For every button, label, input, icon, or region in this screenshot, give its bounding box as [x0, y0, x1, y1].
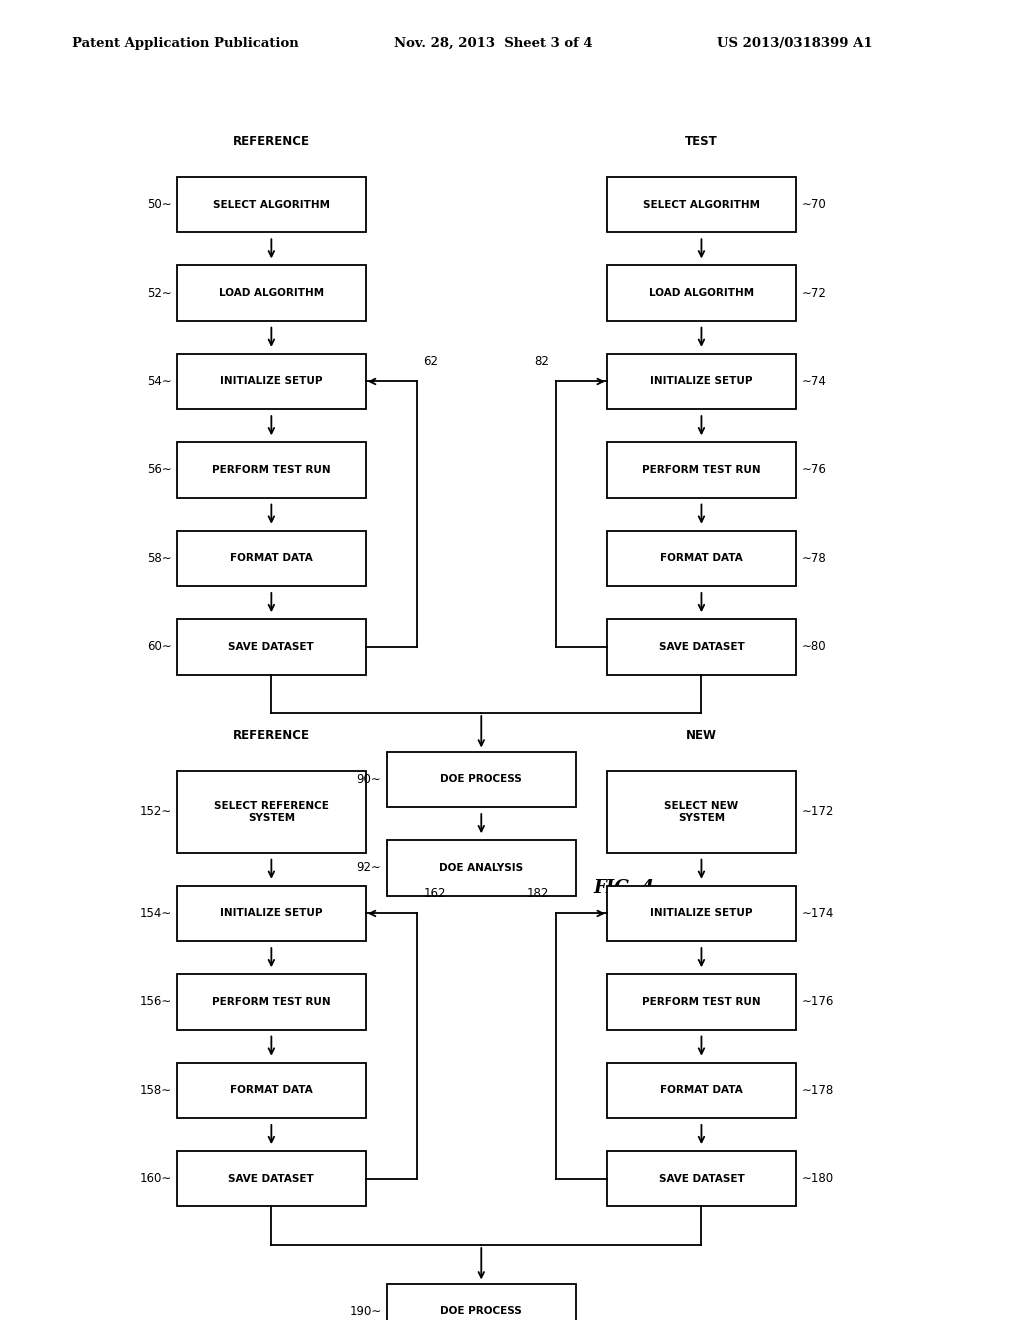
Text: 152∼: 152∼ [139, 805, 172, 818]
Text: PERFORM TEST RUN: PERFORM TEST RUN [642, 997, 761, 1007]
Bar [606, 619, 797, 675]
Text: NEW: NEW [686, 729, 717, 742]
Text: 90∼: 90∼ [356, 774, 381, 785]
Text: FORMAT DATA: FORMAT DATA [660, 1085, 742, 1096]
Bar [386, 841, 575, 896]
Text: 160∼: 160∼ [139, 1172, 172, 1185]
Text: ∼172: ∼172 [802, 805, 834, 818]
Text: ∼174: ∼174 [802, 907, 834, 920]
Text: SELECT NEW
SYSTEM: SELECT NEW SYSTEM [665, 801, 738, 822]
Bar [606, 442, 797, 498]
Text: 52∼: 52∼ [146, 286, 172, 300]
Text: DOE PROCESS: DOE PROCESS [440, 775, 522, 784]
Text: SAVE DATASET: SAVE DATASET [228, 1173, 314, 1184]
Text: ∼78: ∼78 [802, 552, 826, 565]
Text: ∼80: ∼80 [802, 640, 826, 653]
Text: 182: 182 [527, 887, 549, 900]
Bar [177, 619, 367, 675]
Bar [386, 752, 575, 808]
Text: SAVE DATASET: SAVE DATASET [658, 642, 744, 652]
Text: DOE PROCESS: DOE PROCESS [440, 1307, 522, 1316]
Bar [606, 177, 797, 232]
Text: SELECT ALGORITHM: SELECT ALGORITHM [643, 199, 760, 210]
Text: INITIALIZE SETUP: INITIALIZE SETUP [220, 376, 323, 387]
Text: REFERENCE: REFERENCE [232, 729, 310, 742]
Text: 58∼: 58∼ [146, 552, 172, 565]
Text: PERFORM TEST RUN: PERFORM TEST RUN [642, 465, 761, 475]
Bar [177, 442, 367, 498]
Text: 56∼: 56∼ [146, 463, 172, 477]
Bar [606, 531, 797, 586]
Text: FIG. 4: FIG. 4 [594, 879, 654, 896]
Text: 60∼: 60∼ [146, 640, 172, 653]
Bar [606, 886, 797, 941]
Bar [606, 1151, 797, 1206]
Bar [177, 265, 367, 321]
Bar [177, 886, 367, 941]
Text: FORMAT DATA: FORMAT DATA [230, 553, 312, 564]
Text: 92∼: 92∼ [356, 862, 381, 874]
Text: Nov. 28, 2013  Sheet 3 of 4: Nov. 28, 2013 Sheet 3 of 4 [394, 37, 593, 50]
Text: FORMAT DATA: FORMAT DATA [660, 553, 742, 564]
Text: LOAD ALGORITHM: LOAD ALGORITHM [219, 288, 324, 298]
Bar [177, 1063, 367, 1118]
Text: 82: 82 [535, 355, 549, 368]
Bar [606, 771, 797, 853]
Text: FORMAT DATA: FORMAT DATA [230, 1085, 312, 1096]
Bar [177, 974, 367, 1030]
Text: 154∼: 154∼ [139, 907, 172, 920]
Text: SELECT ALGORITHM: SELECT ALGORITHM [213, 199, 330, 210]
Text: PERFORM TEST RUN: PERFORM TEST RUN [212, 465, 331, 475]
Bar [606, 265, 797, 321]
Bar [177, 1151, 367, 1206]
Text: 156∼: 156∼ [139, 995, 172, 1008]
Text: ∼72: ∼72 [802, 286, 826, 300]
Text: ∼176: ∼176 [802, 995, 834, 1008]
Text: DOE ANALYSIS: DOE ANALYSIS [439, 863, 523, 873]
Text: INITIALIZE SETUP: INITIALIZE SETUP [650, 376, 753, 387]
Bar [606, 974, 797, 1030]
Text: SAVE DATASET: SAVE DATASET [228, 642, 314, 652]
Text: INITIALIZE SETUP: INITIALIZE SETUP [650, 908, 753, 919]
Text: SAVE DATASET: SAVE DATASET [658, 1173, 744, 1184]
Text: SELECT REFERENCE
SYSTEM: SELECT REFERENCE SYSTEM [214, 801, 329, 822]
Bar [177, 177, 367, 232]
Text: ∼70: ∼70 [802, 198, 826, 211]
Text: LOAD ALGORITHM: LOAD ALGORITHM [649, 288, 754, 298]
Bar [606, 354, 797, 409]
Bar [606, 1063, 797, 1118]
Text: 158∼: 158∼ [139, 1084, 172, 1097]
Text: PERFORM TEST RUN: PERFORM TEST RUN [212, 997, 331, 1007]
Text: 54∼: 54∼ [146, 375, 172, 388]
Text: 62: 62 [424, 355, 438, 368]
Text: 162: 162 [424, 887, 445, 900]
Bar [177, 531, 367, 586]
Text: ∼180: ∼180 [802, 1172, 834, 1185]
Text: INITIALIZE SETUP: INITIALIZE SETUP [220, 908, 323, 919]
Text: ∼74: ∼74 [802, 375, 826, 388]
Bar [177, 771, 367, 853]
Text: 190∼: 190∼ [349, 1305, 381, 1317]
Text: US 2013/0318399 A1: US 2013/0318399 A1 [717, 37, 872, 50]
Text: ∼178: ∼178 [802, 1084, 834, 1097]
Text: REFERENCE: REFERENCE [232, 135, 310, 148]
Text: Patent Application Publication: Patent Application Publication [72, 37, 298, 50]
Bar [177, 354, 367, 409]
Text: ∼76: ∼76 [802, 463, 826, 477]
Text: 50∼: 50∼ [146, 198, 172, 211]
Text: TEST: TEST [685, 135, 718, 148]
Bar [386, 1283, 575, 1320]
